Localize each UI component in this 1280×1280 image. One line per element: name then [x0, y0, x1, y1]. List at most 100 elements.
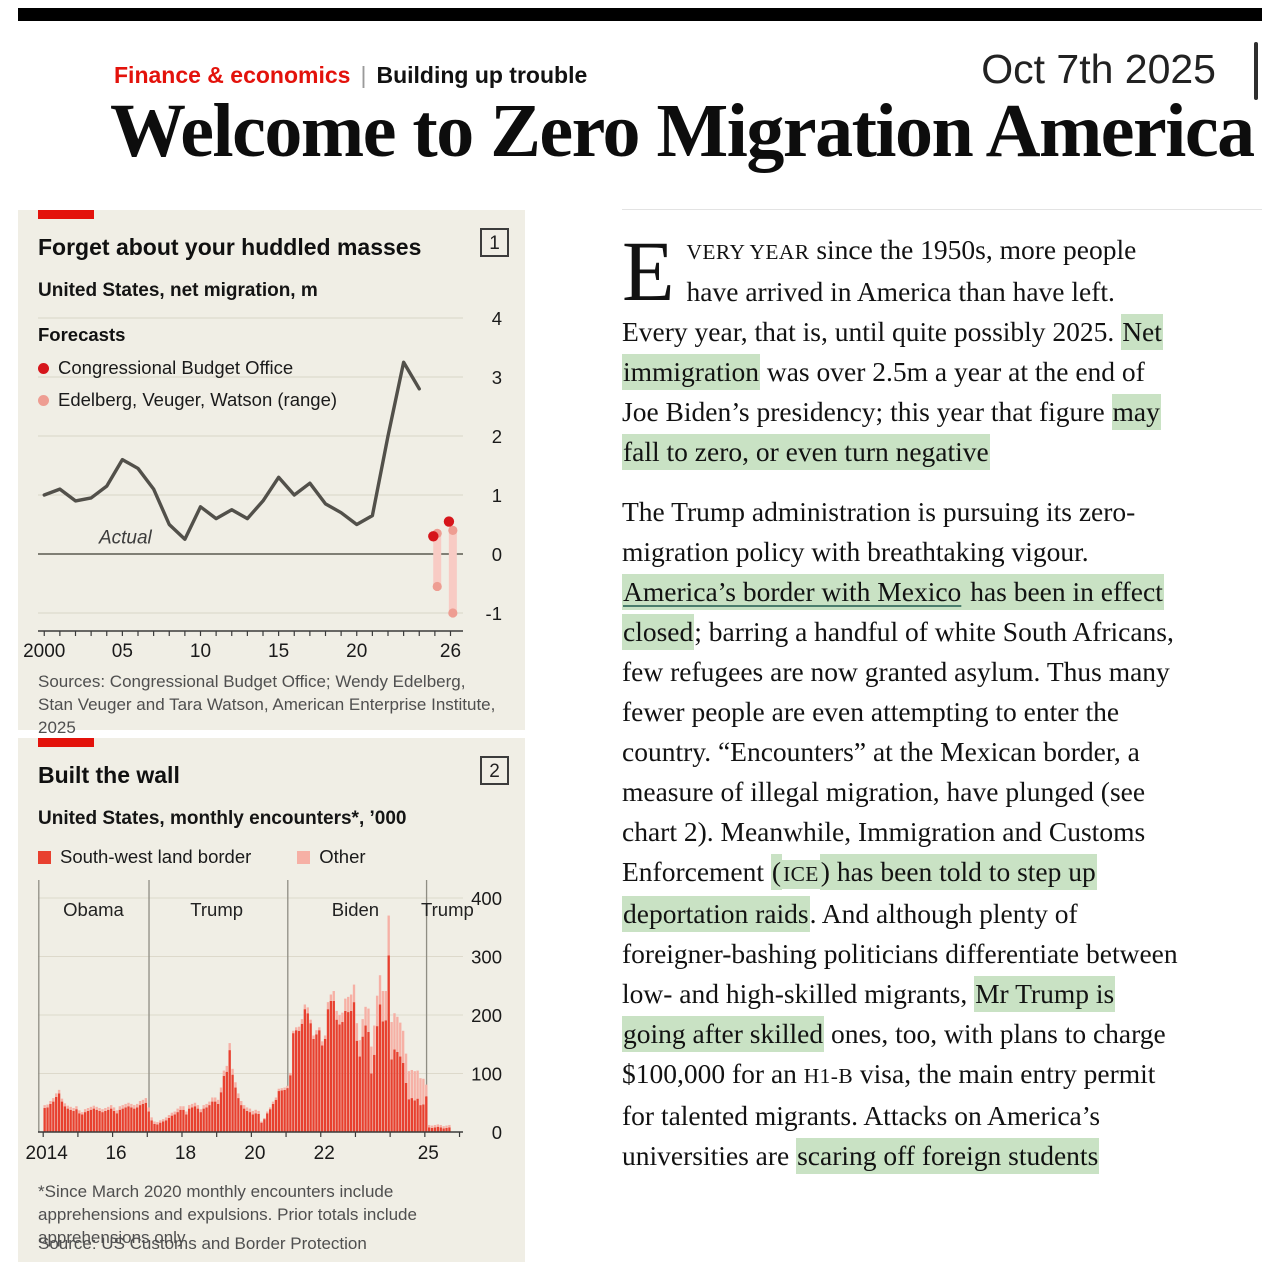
sw-border-bar [83, 1112, 87, 1132]
other-bar [448, 1124, 451, 1128]
chart1-subtitle: United States, net migration, m [38, 280, 318, 301]
other-bar [240, 1100, 243, 1106]
article-body: E VERY YEAR since the 1950s, more people … [622, 223, 1182, 1196]
sw-border-bar [430, 1127, 434, 1132]
other-bar [396, 1016, 399, 1052]
other-bar [347, 996, 350, 1013]
sw-border-bar [49, 1103, 52, 1132]
range-dot-icon [38, 394, 49, 406]
sw-border-bar [283, 1089, 286, 1132]
legend-label-cbo: Congressional Budget Office [58, 357, 294, 378]
x-tick-label: 15 [268, 641, 289, 662]
sw-border-bar [193, 1106, 197, 1132]
other-bar [419, 1078, 422, 1106]
sw-border-bar [292, 1033, 295, 1132]
chart-panel-encounters: Built the wall 2 United States, monthly … [18, 738, 525, 1262]
x-tick-label: 2000 [23, 641, 65, 662]
other-bar [300, 1019, 304, 1024]
sw-border-bar [156, 1124, 159, 1132]
sw-border-bar [358, 1056, 361, 1132]
other-bar [283, 1087, 286, 1090]
sw-border-bar [297, 1030, 301, 1132]
sw-border-bar [416, 1098, 419, 1132]
sw-border-bar [109, 1108, 113, 1132]
cbo-dot-icon [38, 362, 49, 374]
net-migration-line [42, 360, 421, 541]
other-bar [312, 1035, 315, 1039]
other-bar [297, 1026, 301, 1031]
sw-border-bar [436, 1126, 440, 1132]
article-text: . And although plenty of foreigner-bashi… [622, 898, 1178, 1009]
article-text: VERY YEAR [686, 240, 810, 264]
sw-border-bar [341, 1022, 344, 1132]
sw-border-bar [448, 1127, 451, 1132]
sw-border-bar [442, 1128, 445, 1132]
other-bar [162, 1119, 165, 1122]
sw-border-bar [289, 1075, 292, 1132]
other-bar [277, 1088, 281, 1092]
other-bar [427, 1124, 431, 1128]
other-bar [95, 1106, 98, 1110]
encounters-bar-chart: 0 100 200 300 400 Obama Trump Biden Trump 2014 16 1… [26, 880, 502, 1164]
breadcrumb: Finance & economics | Building up trouble [114, 62, 587, 89]
y-tick-label: 3 [492, 367, 502, 388]
other-bar [303, 1004, 307, 1010]
section-link[interactable]: Finance & economics [114, 62, 351, 88]
other-bar [118, 1106, 121, 1110]
other-bar [378, 975, 382, 1005]
other-bar [266, 1111, 269, 1114]
sw-border-bar [266, 1113, 269, 1132]
chart-panel-net-migration: Forget about your huddled masses 1 Unite… [18, 210, 525, 737]
other-bar [361, 1019, 364, 1037]
y-tick-label: 2 [492, 426, 502, 447]
other-bar [329, 994, 333, 1001]
sw-border-bar [222, 1075, 226, 1132]
sw-border-bar [393, 1049, 396, 1132]
sw-border-bar [228, 1050, 231, 1132]
sw-border-bar [46, 1107, 49, 1132]
sw-border-bar [407, 1099, 411, 1132]
chart2-number-badge: 2 [480, 756, 509, 785]
other-bar [373, 1025, 376, 1055]
sw-border-bar [196, 1108, 200, 1132]
scrollbar-thumb[interactable] [1254, 42, 1258, 100]
x-tick-label: 20 [244, 1143, 265, 1164]
sw-border-bar [373, 1054, 376, 1132]
legend-label-sw: South-west land border [60, 846, 252, 867]
sw-border-bar [318, 1030, 321, 1132]
sw-border-bar [251, 1114, 254, 1132]
sw-border-bar [164, 1120, 168, 1132]
other-bar [309, 1019, 312, 1024]
cbo-forecast-dot [428, 531, 439, 542]
sw-border-bar [118, 1109, 121, 1132]
sw-border-bar [115, 1113, 119, 1132]
other-bar [72, 1108, 75, 1111]
sw-border-bar [312, 1038, 315, 1132]
sw-border-bar [347, 1012, 350, 1132]
other-bar [153, 1121, 156, 1124]
sw-border-bar [179, 1109, 182, 1132]
other-bar [43, 1105, 46, 1109]
cbo-forecast-dot [443, 516, 455, 527]
other-bar [315, 1030, 318, 1035]
sw-border-bar [52, 1101, 55, 1132]
article-link[interactable]: America’s border with Mexico [622, 574, 963, 610]
other-bar [292, 1030, 295, 1034]
other-bar [257, 1110, 260, 1114]
panel-accent-tab [38, 210, 94, 219]
other-bar [387, 915, 390, 956]
drop-cap: E [622, 223, 675, 319]
sw-border-bar [401, 1062, 405, 1132]
other-bar [144, 1098, 148, 1103]
sw-border-bar [138, 1105, 142, 1132]
sw-border-bar [323, 1038, 327, 1132]
sw-border-bar [410, 1098, 414, 1132]
sw-border-bar [396, 1051, 399, 1132]
sw-border-bar [271, 1103, 275, 1132]
y-tick-label: 0 [492, 1122, 502, 1143]
other-bar [433, 1124, 437, 1128]
sw-border-bar [433, 1127, 437, 1132]
sw-border-bar [439, 1127, 442, 1132]
sw-border-bar [190, 1107, 194, 1132]
other-bar [182, 1106, 185, 1110]
